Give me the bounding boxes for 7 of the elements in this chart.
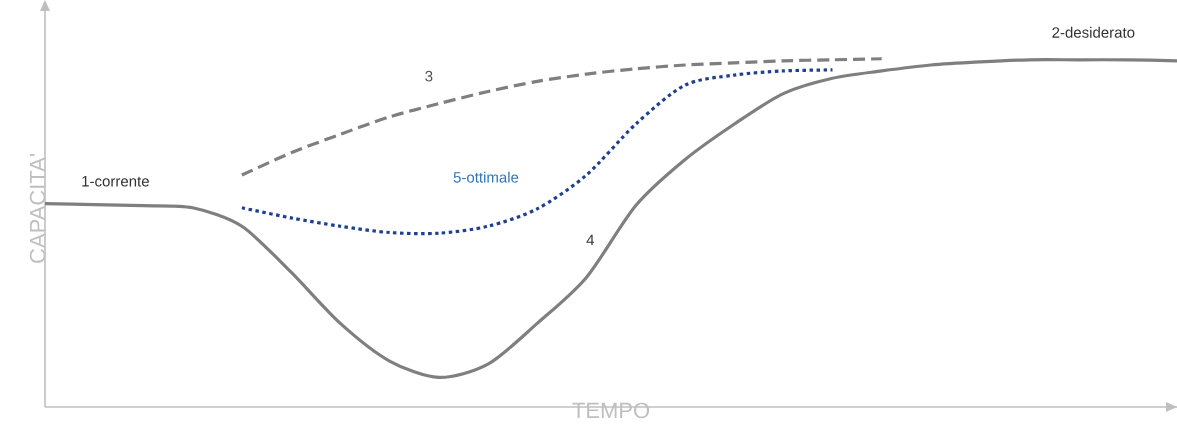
annotation: 1-corrente (82, 176, 149, 187)
x-axis-title: TEMPO (572, 402, 650, 419)
annotation: 4 (586, 234, 595, 245)
text: 5-ottimale (453, 171, 519, 183)
text: 2-desiderato (1052, 26, 1135, 38)
series-label: 3 (425, 70, 433, 82)
y-axis-title: CAPACITA' (29, 154, 46, 263)
